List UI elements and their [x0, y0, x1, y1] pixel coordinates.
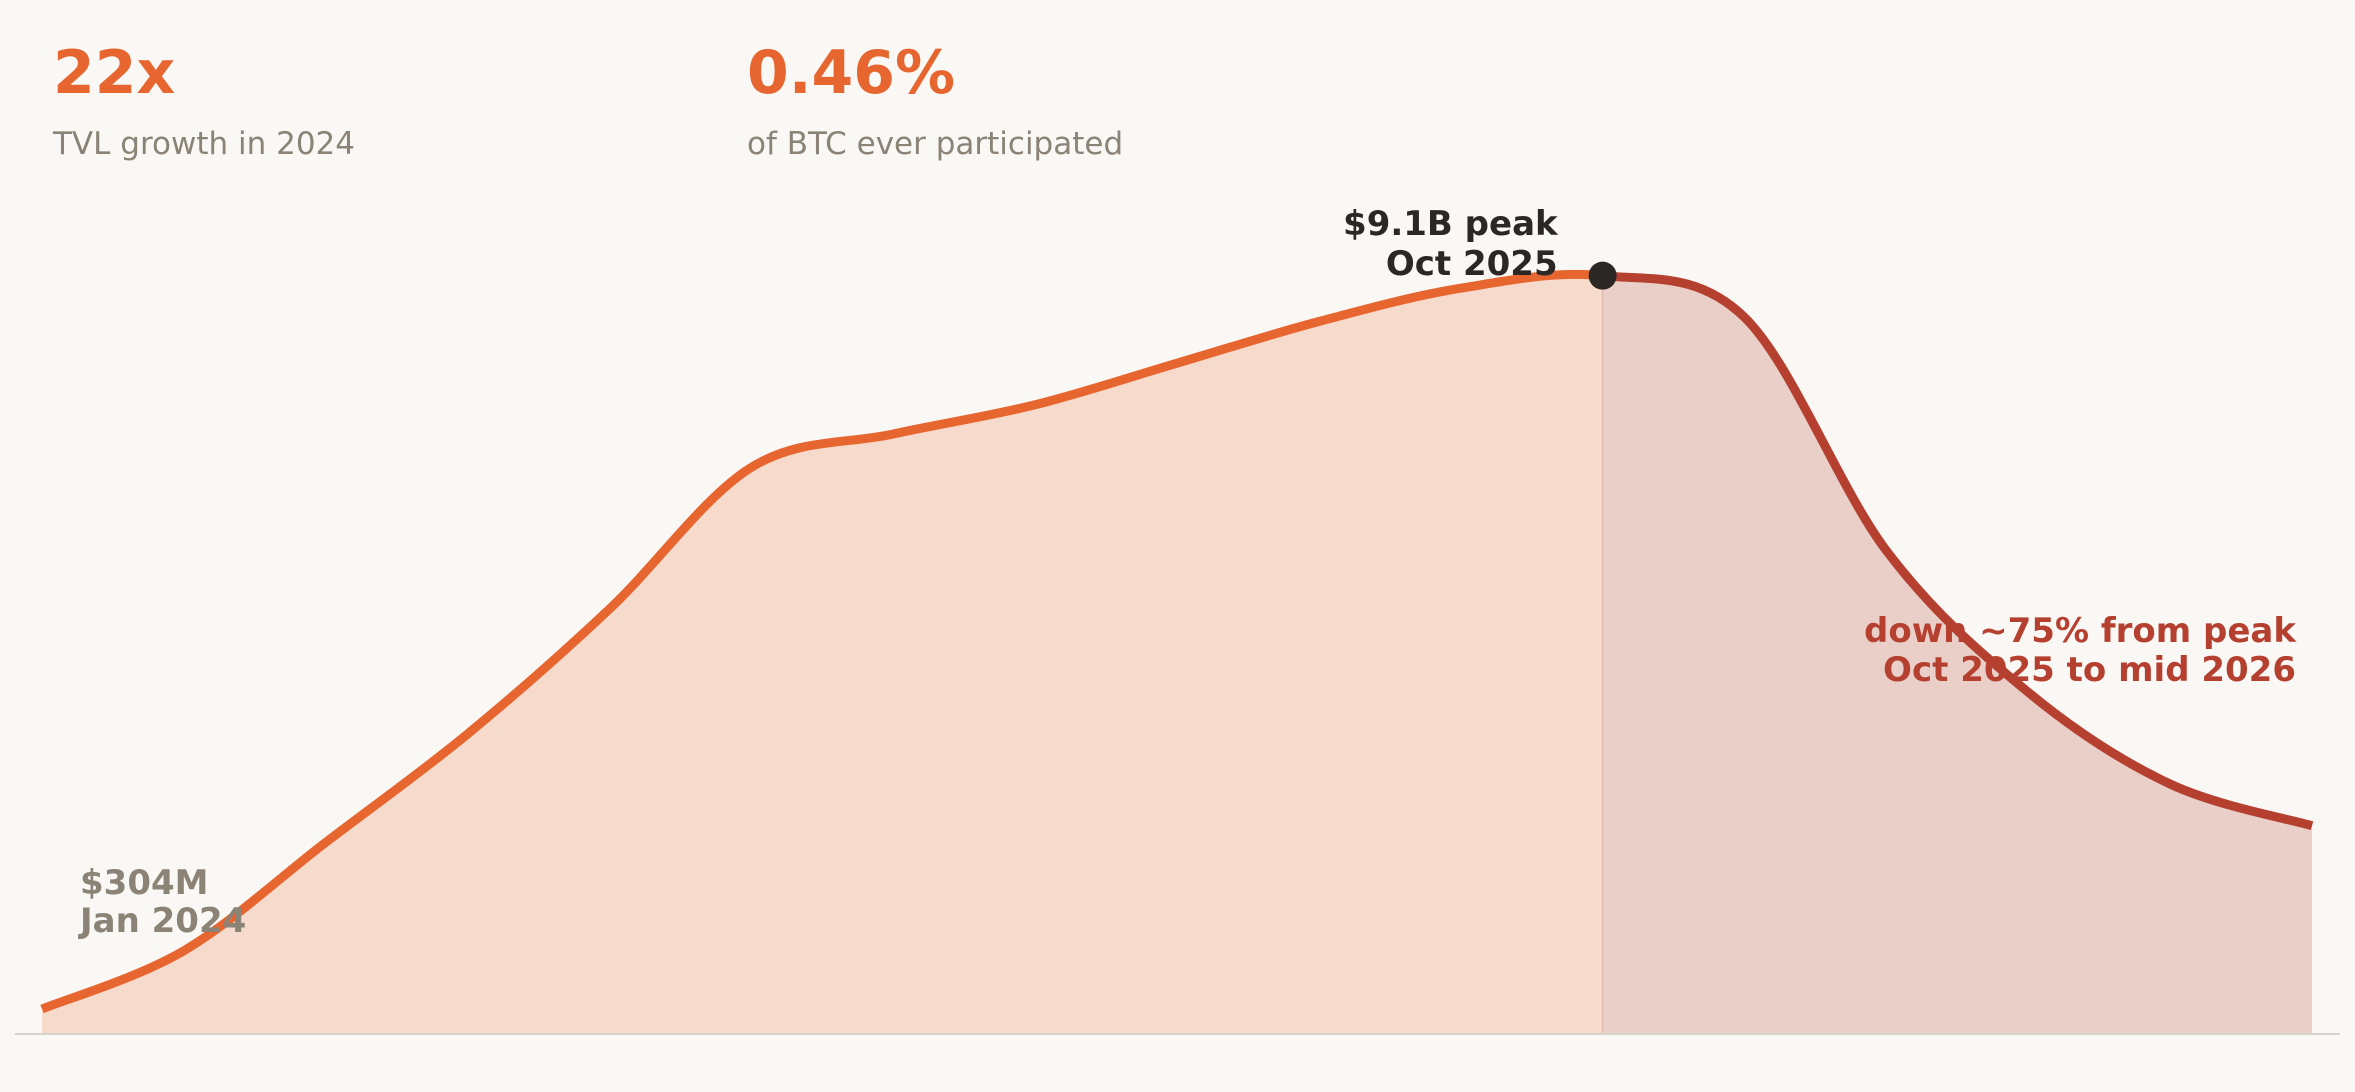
- stat-tvl-growth-value: 22x: [53, 38, 176, 108]
- peak-value-annotation: $9.1B peak: [1343, 204, 1559, 244]
- stat-btc-participation-label: of BTC ever participated: [747, 126, 1124, 162]
- decline-period-annotation: Oct 2025 to mid 2026: [1883, 650, 2296, 690]
- rise-area-fill: [42, 274, 1603, 1035]
- stat-btc-participation-value: 0.46%: [747, 38, 956, 108]
- peak-marker-dot: [1588, 261, 1617, 290]
- start-value-annotation: $304M: [80, 863, 208, 903]
- stat-btc-participation: 0.46% of BTC ever participated: [747, 38, 1123, 162]
- start-date-annotation: Jan 2024: [78, 901, 246, 941]
- stat-tvl-growth-label: TVL growth in 2024: [53, 126, 355, 162]
- stat-tvl-growth: 22x TVL growth in 2024: [53, 38, 355, 162]
- decline-percent-annotation: down ~75% from peak: [1864, 611, 2297, 651]
- decline-series-line: [1602, 271, 2314, 831]
- peak-date-annotation: Oct 2025: [1386, 244, 1558, 284]
- decline-area-fill: [1602, 275, 2312, 1034]
- rise-series-line: [40, 269, 1604, 1014]
